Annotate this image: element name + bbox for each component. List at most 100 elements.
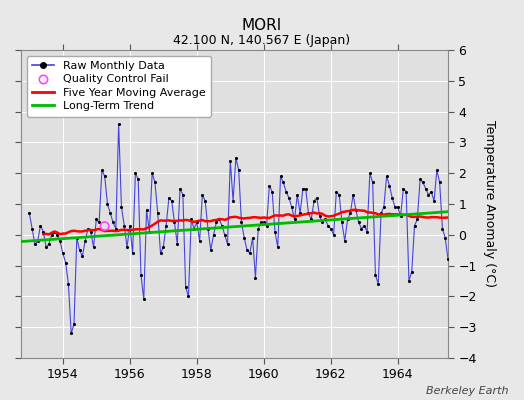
Point (95, 219, 103, 226)
Point (221, 232, 229, 238)
Point (176, 186, 184, 192)
Point (480, 210, 488, 216)
Point (159, 244, 168, 250)
Point (318, 219, 326, 226)
Point (366, 170, 374, 176)
Point (215, 216, 223, 222)
Point (201, 198, 210, 204)
Text: Berkeley Earth: Berkeley Earth (426, 386, 508, 396)
Point (232, 154, 240, 161)
Point (134, 176, 143, 182)
Point (248, 235, 257, 241)
Point (435, 179, 444, 186)
Point (271, 228, 279, 235)
Point (475, 213, 483, 220)
Point (455, 216, 463, 222)
Point (450, 204, 458, 210)
Point (148, 170, 156, 176)
Point (145, 228, 154, 235)
Point (410, 222, 419, 229)
Point (218, 222, 226, 229)
Point (421, 186, 430, 192)
Point (81, 238, 90, 244)
Point (494, 216, 503, 222)
Point (151, 179, 159, 186)
Point (70, 321, 78, 327)
Point (114, 121, 123, 127)
Point (444, 256, 452, 263)
Point (276, 173, 285, 180)
Point (97, 167, 106, 173)
Point (383, 173, 391, 180)
Point (198, 192, 206, 198)
Point (168, 198, 176, 204)
Point (254, 226, 263, 232)
Point (466, 170, 475, 176)
Point (360, 222, 368, 229)
Point (399, 186, 408, 192)
Point (75, 247, 84, 254)
Point (452, 210, 461, 216)
Point (67, 330, 75, 336)
Point (330, 232, 338, 238)
Text: MORI: MORI (242, 18, 282, 33)
Point (78, 253, 86, 260)
Point (285, 195, 293, 201)
Point (156, 250, 165, 256)
Point (109, 219, 117, 226)
Point (402, 188, 410, 195)
Point (338, 219, 346, 226)
Point (315, 213, 324, 220)
Point (469, 176, 477, 182)
Point (257, 219, 265, 226)
Point (31, 241, 39, 247)
Point (503, 216, 511, 222)
Point (290, 216, 299, 222)
Point (131, 170, 139, 176)
Point (229, 198, 237, 204)
Point (508, 226, 517, 232)
Point (123, 244, 131, 250)
Point (372, 272, 380, 278)
Point (120, 222, 128, 229)
Point (25, 210, 34, 216)
Point (28, 226, 36, 232)
Point (184, 293, 193, 300)
Point (103, 201, 112, 207)
Point (112, 226, 120, 232)
Point (126, 222, 134, 229)
Point (45, 241, 53, 247)
Point (446, 259, 455, 266)
Point (240, 235, 248, 241)
Point (162, 222, 170, 229)
Point (92, 216, 101, 222)
Point (332, 188, 341, 195)
Point (128, 250, 137, 256)
Point (374, 281, 383, 287)
Point (379, 204, 388, 210)
Point (335, 192, 343, 198)
Point (388, 195, 396, 201)
Point (251, 275, 259, 281)
Point (357, 226, 366, 232)
Point (117, 204, 126, 210)
Point (396, 213, 405, 220)
Point (438, 226, 446, 232)
Point (59, 250, 67, 256)
Point (301, 186, 310, 192)
Legend: Raw Monthly Data, Quality Control Fail, Five Year Moving Average, Long-Term Tren: Raw Monthly Data, Quality Control Fail, … (27, 56, 212, 117)
Point (326, 226, 335, 232)
Point (505, 219, 514, 226)
Point (226, 158, 235, 164)
Point (324, 222, 332, 229)
Point (282, 188, 290, 195)
Point (101, 223, 109, 229)
Point (42, 244, 50, 250)
Point (352, 207, 360, 213)
Point (137, 272, 145, 278)
Point (511, 213, 519, 220)
Point (181, 284, 190, 290)
Y-axis label: Temperature Anomaly (°C): Temperature Anomaly (°C) (483, 120, 496, 288)
Point (321, 216, 330, 222)
Point (433, 167, 441, 173)
